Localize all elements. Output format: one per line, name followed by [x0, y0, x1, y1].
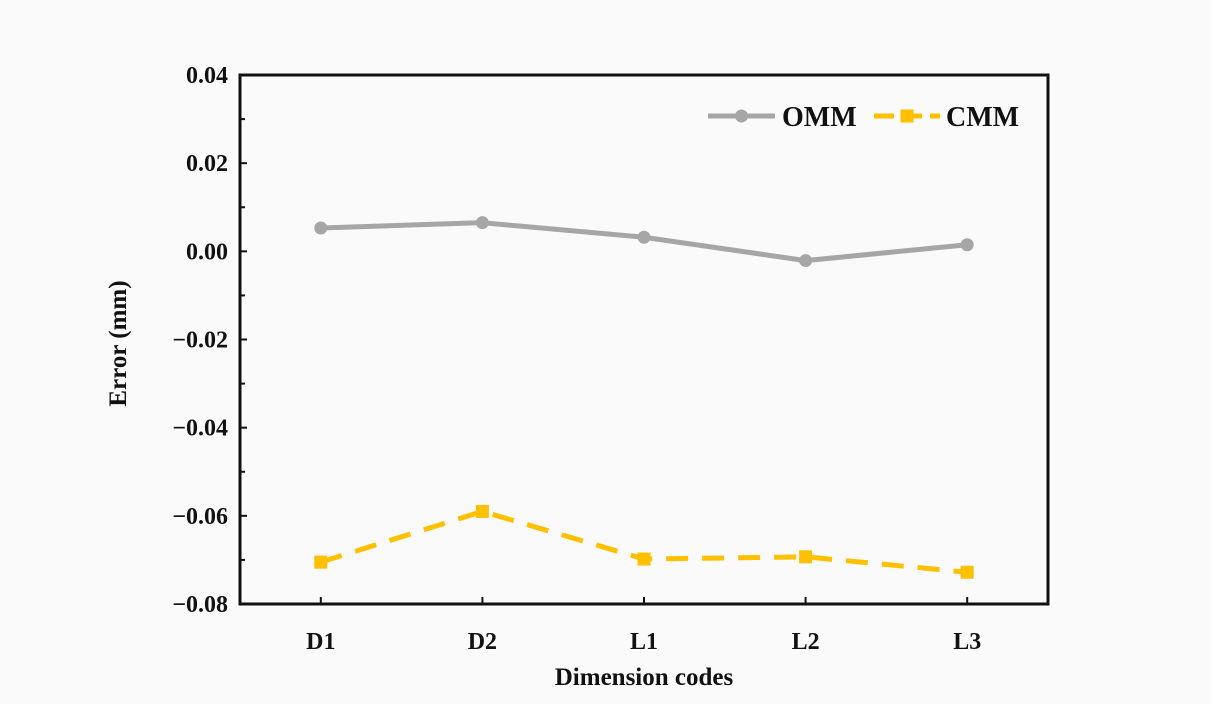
data-point-cmm	[314, 555, 328, 569]
series-cmm	[314, 504, 974, 579]
y-tick-label: 0.04	[186, 63, 228, 89]
legend-marker-cmm	[900, 109, 914, 123]
series-omm	[314, 216, 974, 268]
legend: OMM CMM	[708, 102, 1019, 133]
y-tick-label: −0.04	[172, 416, 228, 442]
data-point-omm	[960, 238, 974, 252]
plot-area-frame	[238, 73, 1050, 606]
data-point-omm	[799, 254, 813, 268]
data-point-cmm	[960, 565, 974, 579]
x-axis-ticks: D1 D2 L1 L2 L3	[306, 597, 981, 655]
x-tick-label: D1	[306, 629, 335, 655]
data-point-omm	[314, 221, 328, 235]
data-point-omm	[475, 216, 489, 230]
data-point-cmm	[799, 550, 813, 564]
x-tick-label: L1	[630, 629, 658, 655]
legend-label-cmm: CMM	[946, 102, 1019, 133]
x-axis-title: Dimension codes	[555, 664, 734, 691]
legend-marker-omm	[735, 109, 748, 123]
y-tick-label: 0.00	[186, 239, 228, 265]
data-point-omm	[637, 230, 651, 244]
data-point-cmm	[637, 552, 651, 566]
y-tick-label: −0.02	[172, 328, 228, 354]
series-layer	[314, 216, 974, 579]
y-axis-ticks: 0.04 0.02 0.00 −0.02 −0.04 −0.06 −0.08	[172, 63, 247, 618]
y-tick-label: −0.06	[172, 504, 228, 530]
legend-label-omm: OMM	[782, 102, 857, 133]
x-tick-label: L3	[953, 629, 981, 655]
data-point-cmm	[475, 504, 489, 518]
y-tick-label: −0.08	[172, 592, 228, 618]
y-tick-label: 0.02	[186, 151, 228, 177]
y-axis-title: Error (mm)	[105, 280, 132, 406]
x-tick-label: L2	[792, 629, 820, 655]
x-tick-label: D2	[468, 629, 497, 655]
